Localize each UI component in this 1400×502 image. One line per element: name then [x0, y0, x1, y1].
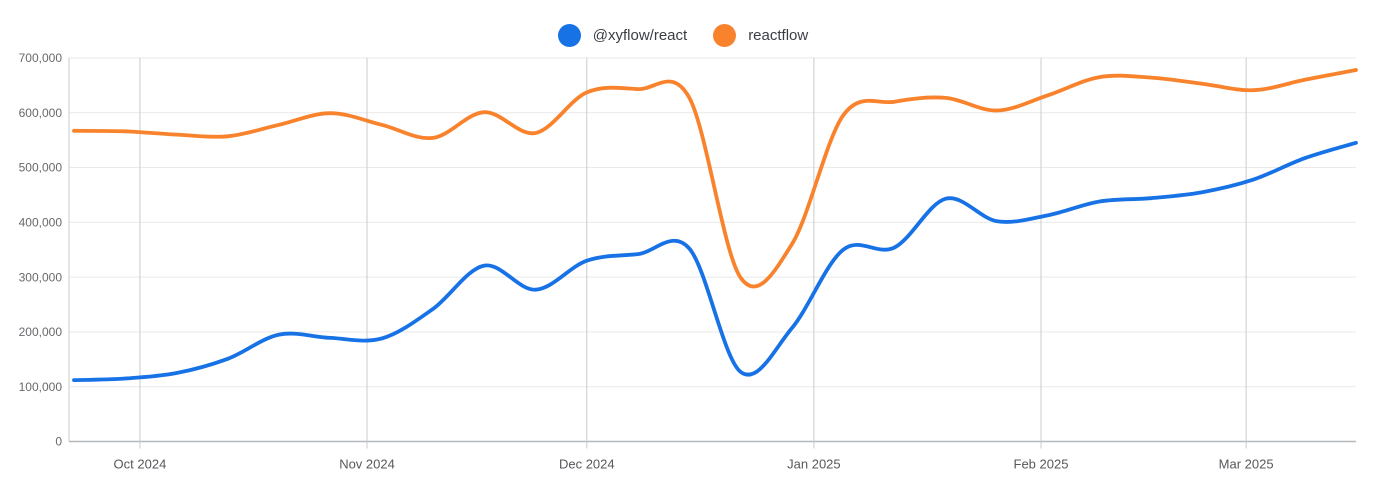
x-tick-label-feb-2025: Feb 2025	[1014, 457, 1069, 472]
series-line-reactflow[interactable]	[72, 68, 1358, 289]
legend-dot-reactflow-icon	[713, 24, 737, 47]
y-axis-labels: 0 100,000 200,000 300,000 400,000 500,000 600,…	[19, 51, 63, 449]
y-tick-label-700000: 700,000	[19, 51, 63, 65]
chart-legend: @xyflow/react reactflow	[0, 24, 1383, 47]
legend-label-xyflow-react: @xyflow/react	[592, 27, 688, 44]
series-line-xyflow-react[interactable]	[72, 140, 1358, 382]
y-tick-label-400000: 400,000	[19, 216, 63, 230]
x-tick-label-oct-2024: Oct 2024	[114, 457, 167, 472]
y-tick-label-100000: 100,000	[19, 380, 63, 394]
month-gridlines	[139, 57, 1247, 449]
x-tick-label-jan-2025: Jan 2025	[787, 457, 841, 472]
y-tick-label-300000: 300,000	[19, 270, 63, 284]
y-tick-label-600000: 600,000	[19, 106, 63, 120]
x-tick-label-mar-2025: Mar 2025	[1219, 457, 1274, 472]
legend-item-xyflow-react[interactable]: @xyflow/react	[557, 24, 688, 47]
horizontal-gridlines	[69, 57, 1356, 443]
x-tick-label-dec-2024: Dec 2024	[559, 457, 615, 472]
x-tick-label-nov-2024: Nov 2024	[339, 457, 395, 472]
legend-label-reactflow: reactflow	[748, 27, 809, 44]
legend-dot-xyflow-react-icon	[557, 24, 581, 47]
x-axis-labels: Oct 2024 Nov 2024 Dec 2024 Jan 2025 Feb 2025…	[114, 457, 1274, 472]
y-tick-label-0: 0	[55, 435, 62, 449]
y-tick-label-200000: 200,000	[19, 325, 63, 339]
y-tick-label-500000: 500,000	[19, 161, 63, 175]
legend-item-reactflow[interactable]: reactflow	[713, 24, 808, 47]
